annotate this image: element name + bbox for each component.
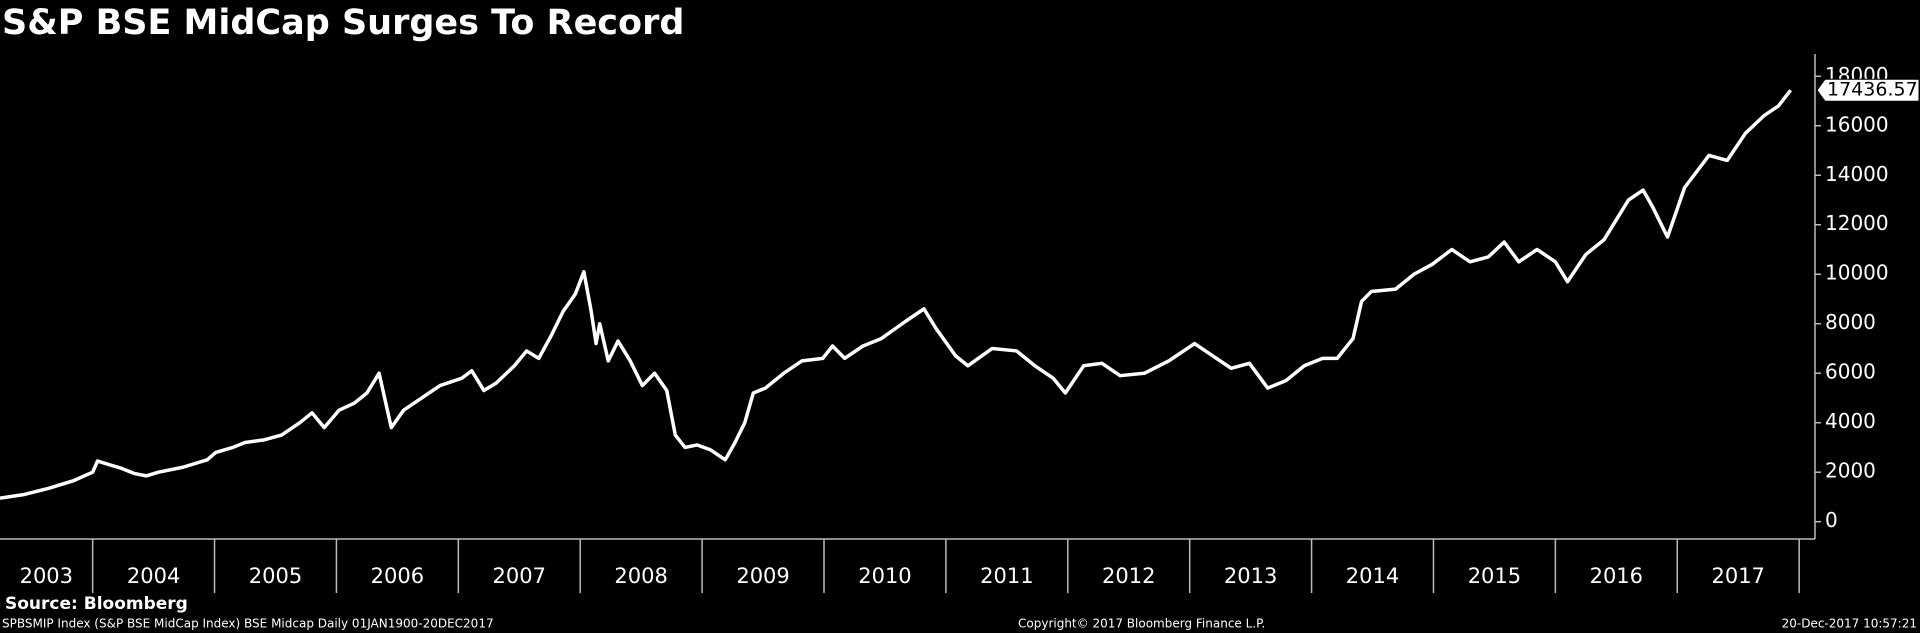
x-tick-label: 2010 [858,564,911,588]
x-tick-label: 2008 [614,564,667,588]
y-tick-label: 16000 [1825,112,1889,136]
annotation: Copyright© 2017 Bloomberg Finance L.P. [1018,617,1265,631]
x-tick-label: 2013 [1224,564,1277,588]
x-tick-label: 2005 [249,564,302,588]
x-tick-label: 2003 [20,564,73,588]
line-series [0,89,1793,500]
x-tick-label: 2015 [1468,564,1521,588]
y-tick-label: 2000 [1825,459,1876,483]
x-tick-label: 2007 [493,564,546,588]
y-tick-label: 4000 [1825,409,1876,433]
last-value-box [1816,78,1920,102]
annotation: Source: Bloomberg [5,594,188,614]
x-tick-label: 2011 [980,564,1033,588]
x-tick-label: 2014 [1346,564,1399,588]
x-tick-label: 2004 [127,564,180,588]
x-tick-label: 2009 [736,564,789,588]
last-value-label: 17436.57 [1827,79,1918,101]
y-tick-label: 14000 [1825,162,1889,186]
y-tick-label: 10000 [1825,261,1889,285]
x-tick-label: 2016 [1590,564,1643,588]
x-tick-label: 2017 [1711,564,1764,588]
x-tick-label: 2012 [1102,564,1155,588]
y-tick-label: 6000 [1825,360,1876,384]
y-tick-label: 12000 [1825,211,1889,235]
y-tick-label: 8000 [1825,310,1876,334]
x-tick-label: 2006 [371,564,424,588]
annotation: 20-Dec-2017 10:57:21 [1782,617,1917,631]
annotation: SPBSMIP Index (S&P BSE MidCap Index) BSE… [2,617,494,631]
y-tick-label: 0 [1825,508,1838,532]
chart-title: S&P BSE MidCap Surges To Record [2,3,684,43]
